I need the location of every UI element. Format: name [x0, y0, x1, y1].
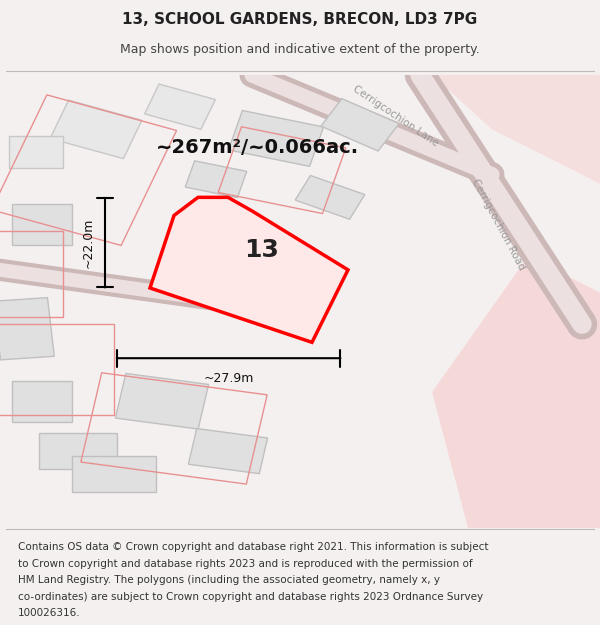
Text: ~27.9m: ~27.9m: [203, 372, 254, 385]
Text: ~267m²/~0.066ac.: ~267m²/~0.066ac.: [156, 138, 359, 157]
Polygon shape: [145, 84, 215, 129]
Polygon shape: [50, 100, 142, 159]
Text: HM Land Registry. The polygons (including the associated geometry, namely x, y: HM Land Registry. The polygons (includin…: [18, 575, 440, 585]
Text: co-ordinates) are subject to Crown copyright and database rights 2023 Ordnance S: co-ordinates) are subject to Crown copyr…: [18, 592, 483, 602]
Text: Cerrigcochion Lane: Cerrigcochion Lane: [352, 83, 440, 148]
Text: Contains OS data © Crown copyright and database right 2021. This information is : Contains OS data © Crown copyright and d…: [18, 542, 488, 552]
Polygon shape: [39, 433, 117, 469]
Polygon shape: [9, 136, 63, 168]
Text: Map shows position and indicative extent of the property.: Map shows position and indicative extent…: [120, 42, 480, 56]
Polygon shape: [432, 75, 600, 184]
Polygon shape: [185, 161, 247, 198]
Text: ~22.0m: ~22.0m: [82, 217, 95, 268]
Polygon shape: [188, 429, 268, 474]
Text: 13, SCHOOL GARDENS, BRECON, LD3 7PG: 13, SCHOOL GARDENS, BRECON, LD3 7PG: [122, 12, 478, 27]
Polygon shape: [12, 204, 72, 245]
Text: Cerrigcochion Road: Cerrigcochion Road: [470, 177, 526, 272]
Polygon shape: [432, 256, 600, 528]
Polygon shape: [295, 176, 365, 219]
Polygon shape: [115, 373, 209, 429]
Polygon shape: [72, 456, 156, 492]
Polygon shape: [12, 381, 72, 422]
Polygon shape: [321, 99, 399, 151]
Text: 13: 13: [244, 238, 279, 262]
Polygon shape: [229, 111, 323, 166]
Polygon shape: [150, 198, 348, 342]
Text: to Crown copyright and database rights 2023 and is reproduced with the permissio: to Crown copyright and database rights 2…: [18, 559, 473, 569]
Text: 100026316.: 100026316.: [18, 608, 80, 618]
Polygon shape: [0, 298, 54, 360]
